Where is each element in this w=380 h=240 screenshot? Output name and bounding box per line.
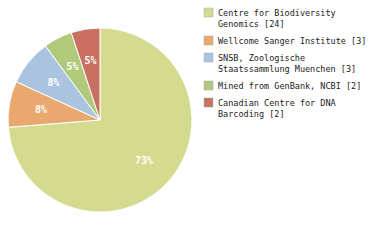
legend-label: Canadian Centre for DNABarcoding [2]: [218, 98, 336, 119]
legend-swatch: [204, 81, 213, 90]
legend-swatch: [204, 8, 213, 17]
pie: [8, 28, 192, 212]
chart-container: 73% 8% 8% 5% 5% Centre for BiodiversityGenomi…: [0, 0, 380, 240]
data-label: 8%: [48, 77, 60, 88]
legend-label: SNSB, ZoologischeStaatssammlung Muenchen…: [218, 53, 356, 74]
legend: Centre for BiodiversityGenomics [24] Well…: [204, 8, 366, 119]
legend-swatch: [204, 53, 213, 62]
legend-label: Wellcome Sanger Institute [3]: [218, 36, 366, 46]
legend-swatch: [204, 98, 213, 107]
data-label: 5%: [85, 55, 97, 66]
data-label: 8%: [35, 104, 47, 115]
data-label: 73%: [135, 155, 153, 166]
pie-slice: [71, 28, 100, 120]
data-label: 5%: [67, 61, 79, 72]
data-labels: 73% 8% 8% 5% 5%: [35, 55, 153, 166]
legend-swatch: [204, 36, 213, 45]
legend-label: Mined from GenBank, NCBI [2]: [218, 81, 361, 91]
chart: 73% 8% 8% 5% 5% Centre for BiodiversityGenomi…: [0, 0, 380, 240]
pie-slice: [8, 28, 192, 212]
legend-label: Centre for BiodiversityGenomics [24]: [218, 8, 336, 29]
